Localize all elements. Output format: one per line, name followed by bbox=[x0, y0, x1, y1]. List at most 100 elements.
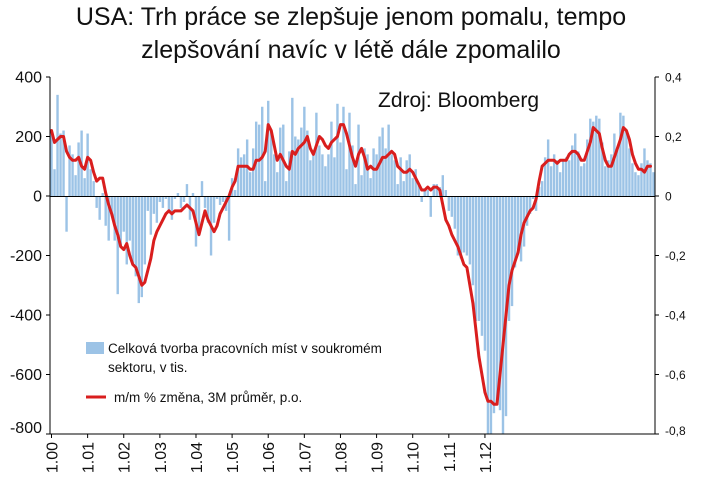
bar bbox=[426, 190, 429, 196]
bar bbox=[309, 160, 312, 196]
bar bbox=[324, 166, 327, 196]
bar bbox=[486, 196, 490, 434]
bar bbox=[468, 196, 472, 265]
bar bbox=[119, 196, 122, 247]
line-series bbox=[50, 123, 652, 406]
bar bbox=[610, 154, 613, 196]
bar bbox=[540, 181, 544, 197]
bar bbox=[640, 163, 643, 196]
chart-title-line-2: zlepšování navíc v létě dále zpomalilo bbox=[141, 36, 561, 64]
bar bbox=[453, 196, 457, 229]
bar bbox=[50, 130, 53, 196]
bar bbox=[56, 94, 59, 196]
left-tick-label: -800 bbox=[10, 420, 42, 437]
bar bbox=[74, 175, 77, 196]
bar bbox=[634, 172, 637, 196]
bar bbox=[387, 124, 390, 196]
bar bbox=[203, 196, 207, 208]
bar bbox=[191, 193, 195, 196]
bar bbox=[101, 193, 104, 196]
bar bbox=[264, 181, 267, 197]
legend: Celková tvorba pracovních míst v soukrom… bbox=[86, 341, 382, 405]
legend-bar-swatch bbox=[86, 342, 104, 354]
bar bbox=[185, 184, 189, 196]
bar bbox=[251, 148, 255, 196]
bar bbox=[134, 196, 137, 277]
bar bbox=[477, 196, 481, 321]
legend-bar-label-line-2: sektoru, v tis. bbox=[108, 360, 188, 375]
bar bbox=[239, 157, 243, 196]
bar bbox=[471, 196, 475, 286]
bar bbox=[402, 181, 405, 197]
bar bbox=[89, 169, 92, 196]
bar bbox=[363, 148, 366, 196]
bar bbox=[528, 196, 532, 214]
x-tick-label: 1.09 bbox=[370, 442, 387, 473]
bar bbox=[306, 130, 309, 196]
bar bbox=[510, 196, 514, 307]
bar bbox=[95, 196, 98, 208]
bar bbox=[483, 196, 487, 351]
x-tick-label: 1.03 bbox=[153, 442, 170, 473]
bar bbox=[411, 178, 414, 196]
bar bbox=[65, 196, 68, 232]
bar bbox=[92, 181, 95, 197]
bar bbox=[83, 178, 86, 196]
bar bbox=[432, 184, 435, 196]
bar bbox=[531, 196, 535, 199]
bar bbox=[62, 130, 65, 196]
bar bbox=[164, 196, 168, 199]
bar bbox=[233, 190, 237, 196]
bar bbox=[104, 196, 107, 226]
bar bbox=[480, 196, 484, 336]
bar bbox=[525, 196, 529, 226]
bar bbox=[276, 172, 279, 196]
bar bbox=[405, 160, 408, 196]
bar bbox=[146, 196, 150, 211]
bar bbox=[279, 127, 282, 196]
bar bbox=[318, 145, 321, 196]
bar bbox=[565, 157, 568, 196]
bar bbox=[622, 115, 625, 196]
bar bbox=[369, 178, 372, 196]
bar bbox=[212, 196, 216, 223]
bar bbox=[492, 196, 496, 414]
right-tick-label: 0,2 bbox=[665, 130, 682, 144]
bar bbox=[345, 169, 348, 196]
bar bbox=[354, 184, 357, 196]
bar bbox=[631, 163, 634, 196]
bar bbox=[589, 118, 592, 196]
bar bbox=[561, 160, 565, 196]
right-tick-label: -0,6 bbox=[665, 368, 686, 382]
bar bbox=[261, 106, 264, 196]
bar bbox=[501, 196, 505, 434]
bar bbox=[555, 160, 559, 196]
bar bbox=[248, 172, 252, 196]
bar bbox=[474, 196, 478, 321]
bar bbox=[152, 196, 156, 214]
bar bbox=[342, 106, 345, 196]
bar bbox=[327, 154, 330, 196]
right-tick-label: -0,8 bbox=[665, 424, 686, 438]
bar bbox=[381, 127, 384, 196]
right-tick-label: 0 bbox=[665, 190, 672, 204]
bar bbox=[607, 160, 610, 196]
x-tick-label: 1.05 bbox=[225, 442, 242, 473]
bar bbox=[414, 169, 417, 196]
bar bbox=[176, 193, 180, 196]
right-tick-label: 0,4 bbox=[665, 71, 682, 85]
bar bbox=[459, 196, 463, 259]
bar bbox=[242, 154, 246, 196]
legend-line-label: m/m % změna, 3M průměr, p.o. bbox=[114, 390, 302, 405]
bar bbox=[297, 139, 300, 196]
bar bbox=[143, 196, 147, 265]
source-label: Zdroj: Bloomberg bbox=[378, 89, 539, 112]
bar bbox=[444, 190, 448, 196]
x-tick-label: 1.04 bbox=[189, 442, 206, 473]
bar bbox=[586, 139, 589, 196]
bar bbox=[221, 196, 225, 202]
x-tick-label: 1.06 bbox=[261, 442, 278, 473]
right-tick-label: -0,4 bbox=[665, 309, 686, 323]
bar bbox=[465, 196, 469, 256]
bar bbox=[68, 145, 71, 196]
